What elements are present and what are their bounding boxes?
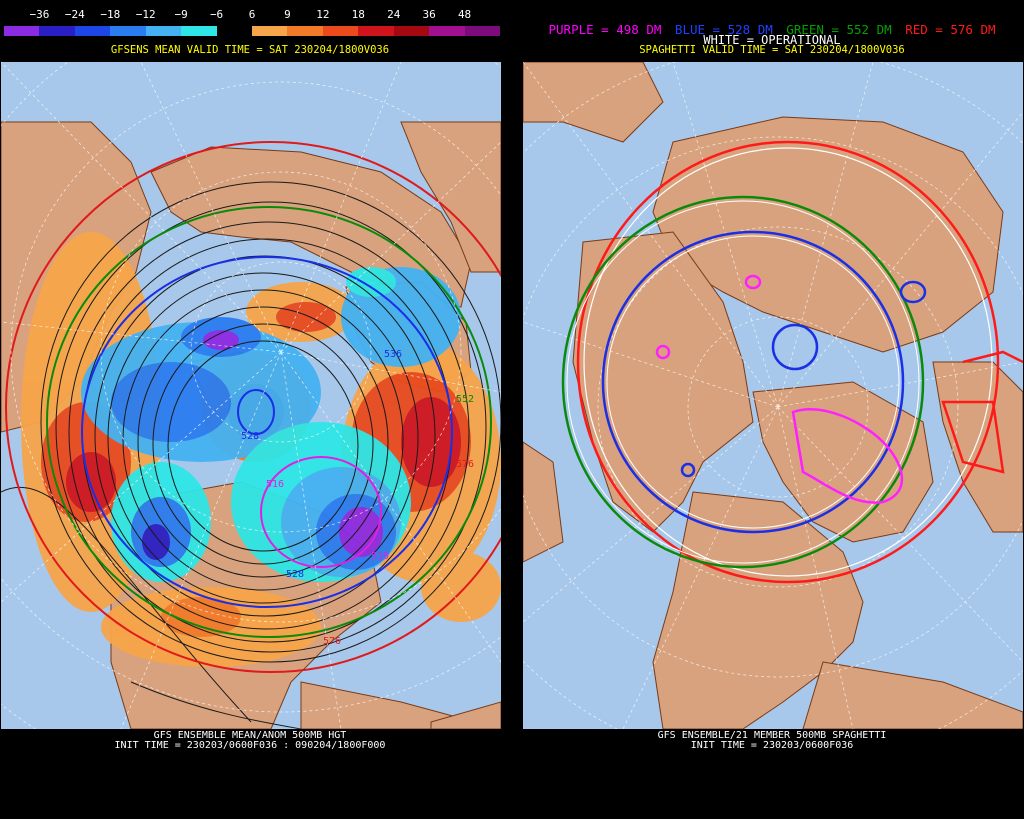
colorbar-swatch: [39, 26, 76, 36]
colorbar-swatch: [110, 26, 147, 36]
contour-label: 552: [456, 394, 474, 405]
legend-green: GREEN = 552 DM: [786, 22, 892, 37]
contour-label: 516: [266, 479, 284, 490]
legend-operational: WHITE = OPERATIONAL: [703, 33, 841, 47]
colorbar-swatch: [322, 26, 359, 36]
colorbar-label: 6: [248, 8, 256, 21]
spaghetti-product-title: GFS ENSEMBLE/21 MEMBER 500MB SPAGHETTI: [657, 730, 887, 741]
contour-label: 536: [384, 349, 402, 360]
spaghetti-valid-time: SPAGHETTI VALID TIME = SAT 230204/1800V0…: [639, 44, 905, 56]
contour-label: 576: [456, 459, 474, 470]
colorbar-swatch: [464, 26, 501, 36]
colorbar-label: −9: [174, 8, 188, 21]
spaghetti-legend: PURPLE = 498 DM BLUE = 528 DM GREEN = 55…: [522, 22, 1022, 37]
colorbar-swatch: [181, 26, 218, 36]
mean-init-time: INIT TIME = 230203/0600F036 : 090204/180…: [114, 740, 386, 751]
contour-label: 528: [241, 431, 259, 442]
contour-label: 510: [371, 551, 389, 562]
legend-red: RED = 576 DM: [905, 22, 996, 37]
colorbar-label: 18: [351, 8, 365, 21]
colorbar-label: 9: [284, 8, 291, 21]
mean-valid-time: GFSENS MEAN VALID TIME = SAT 230204/1800…: [110, 44, 390, 56]
ensemble-mean-map: 528 536 516 510 528 552 576 576: [1, 62, 501, 729]
colorbar-label: 24: [387, 8, 401, 21]
colorbar-label: 36: [422, 8, 436, 21]
colorbar-label: −36: [29, 8, 50, 21]
colorbar-label: 48: [457, 8, 472, 21]
contour-label: 576: [323, 636, 341, 647]
colorbar-swatch: [74, 26, 111, 36]
legend-blue: BLUE = 528 DM: [674, 22, 773, 37]
contour-label: 528: [286, 569, 304, 580]
colorbar-label: −12: [135, 8, 156, 21]
colorbar-swatch: [393, 26, 430, 36]
colorbar-label: 12: [316, 8, 330, 21]
spaghetti-panel: PURPLE = 498 DM BLUE = 528 DM GREEN = 55…: [522, 0, 1024, 819]
colorbar-label: −18: [100, 8, 121, 21]
spaghetti-init-time: INIT TIME = 230203/0600F036: [690, 740, 854, 751]
colorbar-label: −24: [64, 8, 85, 21]
colorbar-swatch: [145, 26, 182, 36]
panel-divider: [502, 0, 522, 819]
colorbar-swatch: [358, 26, 395, 36]
colorbar-swatch: [287, 26, 324, 36]
colorbar-swatch: [252, 26, 288, 36]
mean-product-title: GFS ENSEMBLE MEAN/ANOM 500MB HGT: [153, 730, 347, 741]
colorbar-swatch: [216, 26, 253, 36]
spaghetti-map: [523, 62, 1023, 729]
legend-purple: PURPLE = 498 DM: [548, 22, 662, 37]
anomaly-colorbar: −36 −24 −18 −12 −9 −6 6 9 12 18 24 36 48: [4, 4, 501, 36]
ensemble-mean-panel: −36 −24 −18 −12 −9 −6 6 9 12 18 24 36 48 GFSENS MEAN…: [0, 0, 502, 819]
colorbar-swatch: [4, 26, 40, 36]
colorbar-swatch: [429, 26, 466, 36]
colorbar-label: −6: [209, 8, 224, 21]
